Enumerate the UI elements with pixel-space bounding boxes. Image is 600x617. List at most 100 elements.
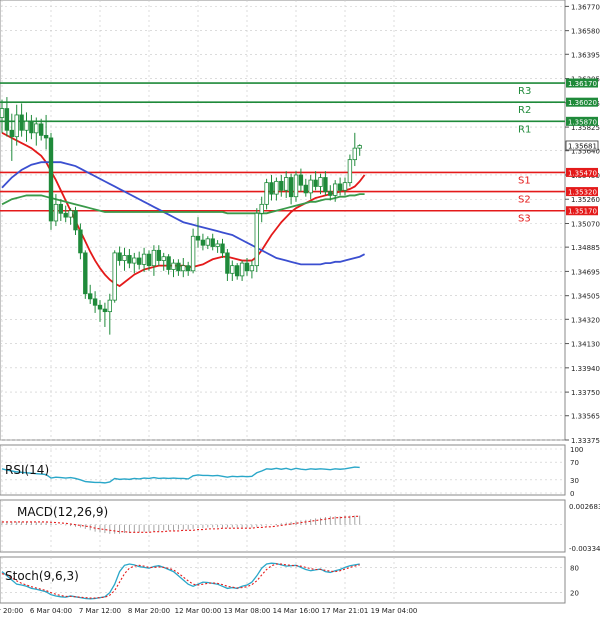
candle-bull xyxy=(24,120,29,131)
stoch-series xyxy=(1,562,360,600)
candle-bear xyxy=(220,243,225,254)
rsi-line xyxy=(1,466,360,484)
candle-bear xyxy=(225,252,230,274)
candle-bear xyxy=(185,265,191,272)
time-tick-label: 7 Mar 12:00 xyxy=(79,607,121,615)
level-tag-label: 1.35870 xyxy=(568,118,597,126)
candle-bear xyxy=(39,123,44,136)
candle-bear xyxy=(127,255,132,264)
candle-bear xyxy=(176,262,181,272)
price-tick-label: 1.33565 xyxy=(571,413,600,421)
price-tick-label: 1.34885 xyxy=(571,244,600,252)
rsi-label: RSI(14) xyxy=(5,463,49,477)
level-name-r1: R1 xyxy=(518,124,531,135)
candle-bull xyxy=(112,252,117,301)
candle-bear xyxy=(78,229,83,254)
candle-bull xyxy=(230,265,235,274)
level-tag-label: 1.36020 xyxy=(568,99,597,107)
stoch-panel: 80 20 Stoch(9,6,3) xyxy=(0,556,579,604)
candle-bear xyxy=(117,252,122,261)
candles xyxy=(0,97,362,335)
candle-bear xyxy=(48,137,54,222)
price-tick-label: 1.35260 xyxy=(571,196,600,204)
candle-bull xyxy=(308,179,313,194)
price-tick-label: 1.34130 xyxy=(571,341,600,349)
candle-bull xyxy=(205,238,210,246)
candle-bull xyxy=(239,262,245,277)
current-price-tag: 1.35681 xyxy=(565,140,599,151)
stoch-tick-label: 20 xyxy=(570,590,579,598)
price-axis: 1.367701.365801.363951.362051.360151.358… xyxy=(565,3,600,445)
candle-bear xyxy=(97,304,103,310)
level-name-r3: R3 xyxy=(518,86,531,97)
stoch-k-line xyxy=(1,562,360,600)
price-tick-label: 1.33375 xyxy=(571,437,600,445)
level-name-s1: S1 xyxy=(518,175,531,186)
time-tick-label: 14 Mar 16:00 xyxy=(273,607,320,615)
time-tick-label: 6 Mar 04:00 xyxy=(30,607,72,615)
rsi-tick-label: 30 xyxy=(570,477,579,485)
price-tick-label: 1.33750 xyxy=(571,389,600,397)
price-tick-label: 1.34320 xyxy=(571,316,600,324)
macd-panel: 0.002683 -0.003346 MACD(12,26,9) xyxy=(0,499,600,553)
candle-bear xyxy=(200,239,206,246)
candle-bull xyxy=(151,249,157,267)
level-tag-label: 1.35470 xyxy=(568,169,597,177)
candle-bear xyxy=(269,182,274,195)
candle-bull xyxy=(264,182,269,205)
candle-bull xyxy=(347,159,353,184)
candle-bull xyxy=(274,180,279,195)
candle-bull xyxy=(259,203,264,214)
rsi-tick-label: 100 xyxy=(570,446,583,454)
stoch-panel-frame xyxy=(0,556,566,604)
candle-bull xyxy=(357,145,362,149)
candle-bear xyxy=(313,179,318,187)
candle-bear xyxy=(244,262,250,272)
rsi-panel-frame xyxy=(0,444,566,496)
rsi-panel: 100 70 30 0 RSI(14) xyxy=(0,444,583,498)
level-name-s3: S3 xyxy=(518,214,531,225)
time-tick-label: 19 Mar 04:00 xyxy=(371,607,418,615)
macd-histogram xyxy=(1,515,361,534)
macd-tick-label: -0.003346 xyxy=(569,545,600,553)
price-tick-label: 1.35640 xyxy=(571,148,600,156)
stoch-d-line xyxy=(1,563,360,599)
rsi-grid xyxy=(0,445,565,495)
time-tick-label: 5 Mar 20:00 xyxy=(0,607,23,615)
macd-tick-label: 0.002683 xyxy=(569,503,600,511)
candle-bull xyxy=(14,114,19,138)
candle-bull xyxy=(342,182,348,191)
candle-bull xyxy=(332,183,338,196)
time-tick-label: 17 Mar 21:01 xyxy=(322,607,369,615)
current-price-box xyxy=(565,140,599,151)
candle-bear xyxy=(92,298,98,306)
macd-label: MACD(12,26,9) xyxy=(17,505,108,519)
price-tick-label: 1.36580 xyxy=(571,28,600,36)
price-tick-label: 1.34695 xyxy=(571,268,600,276)
price-tick-label: 1.36770 xyxy=(571,3,600,11)
time-tick-label: 8 Mar 20:00 xyxy=(128,607,170,615)
price-tick-label: 1.33940 xyxy=(571,365,600,373)
candle-bull xyxy=(215,243,220,247)
candle-bear xyxy=(136,257,142,265)
level-tag-box xyxy=(566,116,598,126)
time-tick-label: 12 Mar 00:00 xyxy=(175,607,222,615)
level-name-r2: R2 xyxy=(518,105,531,116)
candle-bull xyxy=(161,256,166,261)
level-tag-label: 1.35320 xyxy=(568,189,597,197)
level-tag-box xyxy=(566,78,598,88)
price-tick-label: 1.35825 xyxy=(571,124,600,132)
candle-bear xyxy=(63,212,68,218)
candle-bull xyxy=(132,257,137,264)
candle-bear xyxy=(195,235,201,241)
rsi-tick-label: 0 xyxy=(570,490,574,498)
stoch-label: Stoch(9,6,3) xyxy=(5,569,79,583)
candle-bull xyxy=(141,253,147,265)
candle-bull xyxy=(190,235,196,272)
level-tag-box xyxy=(566,206,598,216)
candle-bear xyxy=(279,180,284,191)
moving-average-line-3 xyxy=(1,193,365,215)
stoch-axis: 80 20 xyxy=(570,564,579,597)
